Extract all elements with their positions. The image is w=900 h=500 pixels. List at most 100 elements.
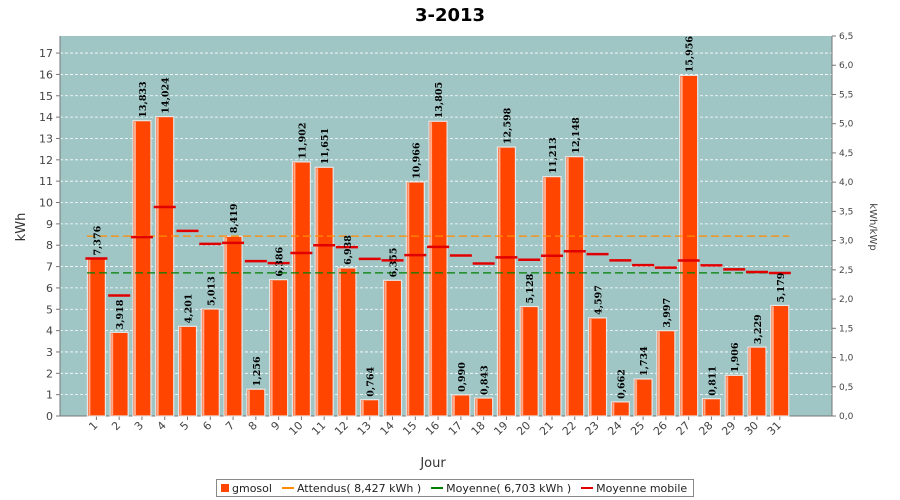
bar-highlight [407, 182, 410, 415]
data-label: 11,651 [320, 128, 331, 164]
bar-highlight [749, 348, 752, 415]
bar [496, 146, 517, 417]
legend-swatch-line [281, 487, 294, 489]
reference-lines [87, 235, 790, 274]
y-tick-label: 5 [46, 303, 53, 316]
x-tick-label: 29 [719, 419, 738, 438]
x-tick-label: 1 [86, 419, 100, 433]
bar-highlight [771, 306, 774, 415]
bar-highlight [726, 376, 729, 415]
x-tick-label: 19 [491, 419, 510, 438]
bar [382, 279, 403, 417]
bar [200, 308, 220, 417]
y-tick-label: 1 [46, 389, 53, 402]
bar-highlight [543, 177, 546, 415]
data-label: 11,213 [548, 137, 559, 173]
legend-label: Moyenne mobile [596, 481, 688, 495]
x-tick-label: 3 [132, 419, 146, 433]
bar [246, 388, 266, 417]
bar [269, 279, 289, 417]
y-tick-label: 16 [39, 68, 53, 81]
chart-title: 3-2013 [415, 5, 485, 26]
bar [360, 399, 380, 417]
x-tick-label: 15 [400, 419, 419, 438]
y-tick-label: 7 [46, 261, 53, 274]
data-label: 11,902 [297, 123, 308, 159]
y-tick-label: 9 [46, 218, 53, 231]
bar-highlight [293, 162, 296, 415]
bar-highlight [703, 399, 706, 415]
bar-highlight [156, 117, 159, 415]
y-right-tick-label: 0,0 [839, 412, 854, 422]
y-tick-label: 13 [39, 132, 53, 145]
x-tick-label: 24 [605, 419, 624, 438]
x-tick-label: 26 [651, 419, 670, 438]
data-label: 0,764 [366, 367, 377, 397]
legend-swatch-bar [221, 484, 229, 492]
x-tick-label: 28 [696, 419, 715, 438]
y-right-tick-labels: 0,0 0,5 1,0 1,5 2,0 2,5 3,0 3,5 4,0 4,5 5,0 5,5 6,0 6… [839, 32, 854, 422]
data-label: 6,386 [275, 247, 286, 277]
y-right-tick-label: 5,5 [839, 90, 853, 100]
x-tick-label: 30 [742, 419, 761, 438]
y-right-tick-label: 3,5 [839, 207, 853, 217]
y-axis-label: kWh [14, 213, 29, 242]
x-tick-label: 27 [674, 419, 693, 438]
y-right-tick-label: 4,0 [839, 178, 854, 188]
bar-highlight [247, 390, 250, 415]
data-label: 5,013 [206, 276, 217, 306]
bar [565, 156, 585, 417]
x-tick-label: 22 [560, 419, 579, 438]
bar [177, 325, 198, 417]
data-label: 15,956 [685, 36, 696, 73]
bar [633, 378, 653, 417]
legend-item-moyenne-mobile: Moyenne mobile [581, 482, 687, 495]
x-tick-label: 6 [200, 419, 214, 433]
x-tick-label: 20 [514, 419, 533, 438]
x-tick-label: 12 [332, 419, 351, 438]
bar [155, 116, 175, 417]
y-right-tick-label: 1,5 [839, 324, 853, 334]
y-tick-label: 10 [39, 197, 53, 210]
x-tick-label: 2 [109, 419, 123, 433]
data-label: 3,229 [753, 314, 764, 344]
bar-highlight [338, 268, 341, 415]
bar [132, 120, 152, 417]
bar [291, 161, 312, 417]
x-tick-label: 8 [246, 419, 260, 433]
bar-highlight [612, 402, 615, 415]
data-label: 5,179 [776, 272, 787, 302]
data-label: 6,938 [343, 235, 354, 265]
bar-highlight [589, 318, 592, 415]
y-tick-label: 11 [39, 175, 53, 188]
bar [679, 74, 699, 417]
bar-highlight [202, 309, 205, 415]
y-tick-label: 12 [39, 154, 53, 167]
legend-label: gmosol [232, 481, 272, 495]
x-tick-label: 10 [286, 419, 305, 438]
legend-swatch-line [431, 487, 444, 489]
data-label: 0,662 [616, 369, 627, 399]
bar [656, 330, 676, 417]
bar-highlight [475, 399, 478, 415]
data-label: 14,024 [161, 77, 172, 114]
bar-highlight [430, 122, 433, 416]
x-tick-label: 16 [423, 419, 442, 438]
x-axis-label: Jour [419, 456, 446, 471]
y-tick-label: 6 [46, 282, 53, 295]
legend-item-gmosol: gmosol [221, 482, 272, 495]
data-label: 0,843 [480, 365, 491, 395]
data-label: 13,833 [138, 81, 149, 117]
y-tick-label: 15 [39, 90, 53, 103]
bar [724, 374, 744, 417]
bar [405, 181, 425, 417]
bar [519, 305, 539, 417]
x-tick-label: 31 [765, 419, 784, 438]
data-label: 1,256 [252, 356, 263, 386]
y-tick-label: 17 [39, 47, 53, 60]
bar [337, 267, 357, 417]
y-right-tick-label: 6,5 [839, 32, 853, 42]
x-tick-label: 17 [446, 419, 465, 438]
moving-average-series [85, 205, 791, 297]
